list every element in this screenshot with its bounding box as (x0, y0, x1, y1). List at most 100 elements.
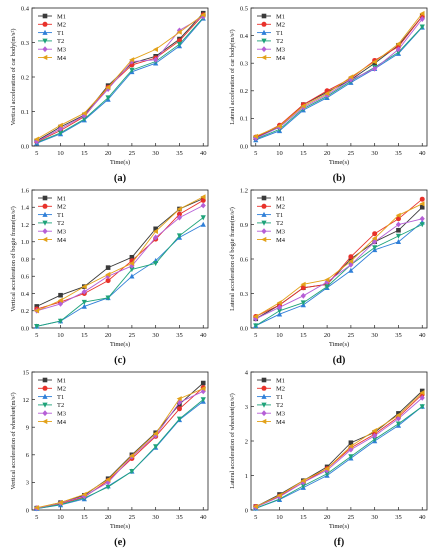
panel-a-label: (a) (114, 173, 127, 184)
panel-b-legend-label-m4: M4 (276, 55, 286, 62)
panel-e: 5 10 15 20 25 30 35 40 0 3 6 9 12 15 Time(s) Vertical a… (10, 369, 209, 548)
panel-f-x-tick-label: 20 (324, 514, 331, 521)
panel-e-legend-label-m1: M1 (57, 377, 66, 384)
panel-f: 5 10 15 20 25 30 35 40 0 1 2 3 4 Time(s) Lateral accel… (229, 369, 428, 548)
panel-f-legend-marker-m3 (261, 410, 267, 417)
panel-f-legend-marker-m4 (261, 418, 267, 425)
panel-c-point-m3 (105, 273, 111, 280)
panel-e-legend-marker-m2 (42, 385, 48, 391)
panel-a-legend-marker-t2 (42, 38, 48, 44)
panel-e-point-t2 (176, 416, 183, 422)
panel-d-point-t2 (324, 284, 330, 290)
panel-e-legend-label-t1: T1 (57, 394, 64, 401)
panel-f-point-m1 (396, 411, 401, 416)
panel-d-point-t1 (276, 311, 283, 317)
panel-c-point-m1 (34, 304, 40, 309)
panel-d-point-m3 (419, 215, 425, 222)
panel-e-x-tick-label: 25 (129, 514, 136, 521)
panel-a-y-tick-label: 0.2 (21, 74, 29, 81)
panel-c-y-tick-label: 1.0 (21, 239, 29, 246)
panel-c-series-t2 (34, 215, 206, 330)
panel-d-point-m2 (419, 196, 425, 202)
panel-d-y-tick-label: 0.3 (240, 291, 248, 298)
panel-d-legend-marker-m4 (261, 236, 267, 243)
panel-f-label: (f) (334, 537, 345, 548)
panel-b-x-tick-label: 20 (324, 150, 331, 157)
panel-c-point-m4 (152, 228, 158, 234)
panel-a-y-tick-label: 0.1 (21, 109, 29, 116)
panel-d-x-tick-label: 40 (419, 332, 426, 339)
panel-d-x-tick-label: 10 (276, 332, 283, 339)
panel-e-y-tick-label: 12 (23, 397, 30, 404)
panel-d-y-axis-label: Lateral acceleration of bogie frame(m/s²… (229, 207, 236, 311)
panel-b-legend-label-m3: M3 (276, 47, 285, 54)
panel-d-legend-marker-m3 (261, 228, 267, 235)
panel-a-series-m4 (33, 12, 206, 142)
panel-f-point-m4 (252, 503, 259, 510)
panel-e-y-tick-label: 15 (23, 369, 30, 376)
panel-f-x-tick-label: 40 (419, 514, 426, 521)
panel-e-point-m4 (200, 385, 206, 392)
panel-d-y-tick-label: 1.2 (240, 187, 248, 194)
panel-d-legend-label-m3: M3 (276, 229, 285, 236)
panel-d-line-m4 (255, 203, 423, 317)
panel-d-point-m2 (348, 254, 354, 260)
panel-d-x-tick-label: 5 (254, 332, 257, 339)
panel-c-point-m2 (105, 278, 111, 284)
panel-d-legend-marker-t1 (261, 211, 267, 217)
panel-a-point-t2 (129, 67, 135, 73)
panel-e-line-t2 (36, 399, 204, 510)
panel-a-legend-label-t2: T2 (57, 38, 64, 45)
panel-f-series-m2 (253, 391, 425, 510)
panel-f-point-m4 (348, 443, 354, 449)
panel-b-y-tick-label: 0.2 (240, 88, 248, 95)
panel-c-legend-marker-m3 (42, 228, 48, 235)
panel-f-point-m4 (276, 492, 282, 499)
panel-d-y-tick-label: 0.9 (240, 222, 248, 229)
panel-f-x-axis-label: Time(s) (329, 523, 349, 530)
panel-b-legend-marker-m3 (261, 46, 267, 53)
panel-f-legend-label-t1: T1 (276, 394, 283, 401)
panel-d-legend-marker-m2 (261, 203, 267, 209)
panel-c-point-t1 (200, 221, 206, 227)
panel-d-x-tick-label: 25 (348, 332, 355, 339)
panel-d-point-m4 (419, 201, 425, 207)
panel-a-x-tick-label: 25 (129, 150, 136, 157)
panel-b-y-tick-label: 0.1 (240, 116, 248, 123)
panel-e-line-m3 (36, 390, 204, 509)
panel-f-point-m3 (348, 446, 354, 453)
panel-f-point-m1 (348, 440, 354, 446)
panel-d-point-m3 (300, 292, 306, 299)
panel-d-legend-label-m2: M2 (276, 204, 285, 211)
panel-b: 5 10 15 20 25 30 35 40 0.0 0.1 0.2 0.3 0.4 0.5 Time(s)… (229, 5, 428, 184)
panel-b-point-t2 (419, 24, 425, 30)
panel-b-y-tick-label: 0.5 (240, 5, 248, 12)
panel-a-line-m2 (36, 14, 204, 143)
panel-c-legend-marker-m1 (42, 195, 48, 201)
panel-f-line-m4 (255, 392, 423, 508)
panel-c-legend-marker-m2 (42, 203, 48, 209)
panel-b-frame (250, 7, 428, 147)
panel-e-legend-marker-t1 (42, 393, 48, 399)
panel-b-y-tick-label: 0.0 (240, 143, 248, 150)
panel-c-y-axis-label: Vertical acceleration of bogie frame(m/s… (10, 206, 17, 311)
panel-a-line-t2 (36, 17, 204, 144)
panel-c-point-m1 (129, 254, 135, 260)
panel-f-point-m3 (372, 432, 378, 439)
panel-e-point-m1 (200, 380, 206, 386)
panel-a-legend-marker-m1 (42, 13, 48, 19)
panel-b-point-m3 (253, 135, 259, 142)
panel-b-series-m4 (252, 10, 425, 139)
panel-a-point-m4 (33, 136, 40, 142)
panel-a-legend-label-m4: M4 (57, 55, 67, 62)
panel-c-point-m4 (200, 194, 206, 200)
panel-d-point-m3 (324, 279, 330, 285)
panel-d-point-m2 (372, 231, 378, 237)
panel-c-point-t2 (176, 233, 183, 239)
panel-f-y-tick-label: 1 (245, 473, 248, 480)
panel-c-y-tick-label: 1.6 (21, 187, 30, 194)
panel-c-y-tick-label: 0.2 (21, 308, 29, 315)
panel-c-series-m3 (34, 202, 206, 314)
